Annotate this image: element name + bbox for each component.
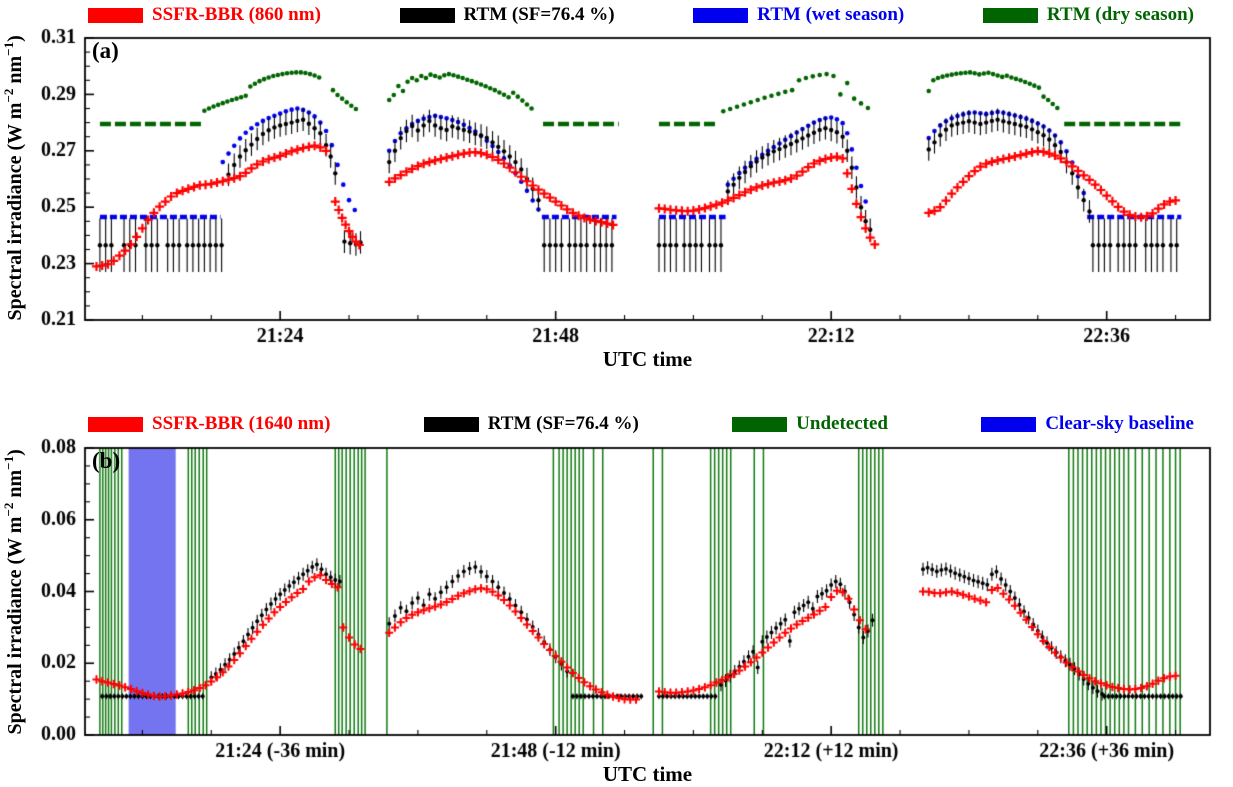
ylabel-sup: −1 xyxy=(1,41,17,56)
ylabel-sup: −1 xyxy=(1,455,17,470)
legend-swatch-red xyxy=(88,416,143,432)
legend-label: Undetected xyxy=(796,413,888,434)
panel-b-xlabel: UTC time xyxy=(602,762,693,786)
chart-panel-b xyxy=(0,438,1233,768)
legend-swatch-blue xyxy=(981,416,1037,432)
legend-label: RTM (SF=76.4 %) xyxy=(487,413,639,434)
legend-panel-b: SSFR-BBR (1640 nm) RTM (SF=76.4 %) Undet… xyxy=(88,413,1194,435)
ylabel-text: Spectral irradiance (W m xyxy=(3,516,26,735)
legend-item-rtm-wet: RTM (wet season) xyxy=(693,4,904,26)
legend-swatch-black xyxy=(423,416,479,432)
ylabel-sup: −2 xyxy=(1,502,17,517)
legend-swatch-red xyxy=(88,7,143,23)
legend-label: Clear-sky baseline xyxy=(1045,413,1194,434)
panel-b-ylabel: Spectral irradiance (W m−2 nm−1) xyxy=(1,412,27,772)
legend-label: RTM (dry season) xyxy=(1046,4,1194,25)
ylabel-text: Spectral irradiance (W m xyxy=(3,102,26,321)
legend-swatch-green xyxy=(982,7,1038,23)
legend-item-undetected: Undetected xyxy=(732,413,888,435)
ylabel-text: ) xyxy=(3,35,26,42)
panel-a-ylabel: Spectral irradiance (W m−2 nm−1) xyxy=(1,0,27,358)
legend-item-rtm-dry: RTM (dry season) xyxy=(982,4,1194,26)
legend-item-rtm-sf: RTM (SF=76.4 %) xyxy=(423,413,639,435)
legend-label: SSFR-BBR (1640 nm) xyxy=(152,413,331,434)
chart-panel-a xyxy=(0,28,1233,373)
legend-swatch-black xyxy=(399,7,455,23)
panel-a-xlabel: UTC time xyxy=(602,347,693,371)
legend-label: SSFR-BBR (860 nm) xyxy=(152,4,321,25)
legend-label: RTM (wet season) xyxy=(757,4,905,25)
legend-item-clear-sky: Clear-sky baseline xyxy=(981,413,1194,435)
ylabel-text: ) xyxy=(3,449,26,456)
ylabel-sup: −2 xyxy=(1,88,17,103)
legend-item-ssfr-1640: SSFR-BBR (1640 nm) xyxy=(88,413,330,435)
panel-b-label: (b) xyxy=(92,448,121,473)
legend-label: RTM (SF=76.4 %) xyxy=(463,4,615,25)
ylabel-text: nm xyxy=(3,55,26,89)
legend-item-ssfr-860: SSFR-BBR (860 nm) xyxy=(88,4,321,26)
legend-panel-a: SSFR-BBR (860 nm) RTM (SF=76.4 %) RTM (w… xyxy=(88,4,1194,26)
panel-a-label: (a) xyxy=(92,38,119,63)
legend-swatch-blue xyxy=(693,7,749,23)
legend-item-rtm-sf: RTM (SF=76.4 %) xyxy=(399,4,615,26)
legend-swatch-green xyxy=(732,416,788,432)
ylabel-text: nm xyxy=(3,469,26,503)
